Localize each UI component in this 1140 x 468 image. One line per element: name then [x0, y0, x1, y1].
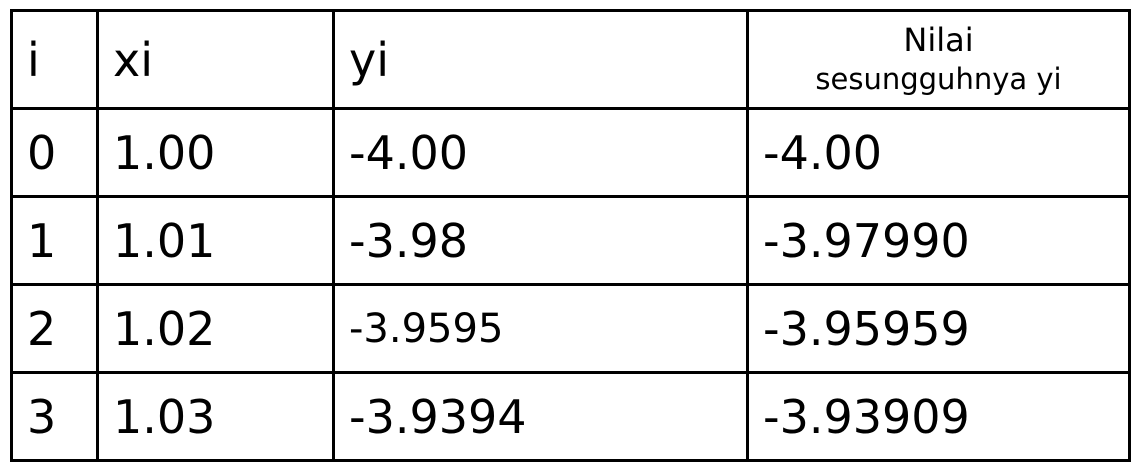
table-row: 1 1.01 -3.98 -3.97990 [10, 195, 1131, 286]
header-xi: xi [96, 9, 335, 110]
cell-yi: -3.9595 [332, 283, 749, 374]
cell-xi: 1.02 [96, 283, 335, 374]
cell-yi: -4.00 [332, 107, 749, 198]
cell-i: 0 [10, 107, 99, 198]
header-i: i [10, 9, 99, 110]
cell-xi: 1.00 [96, 107, 335, 198]
header-actual-yi: Nilai sesungguhnya yi [746, 9, 1131, 110]
data-table: i xi yi Nilai sesungguhnya yi 0 1.00 -4.… [10, 9, 1131, 462]
cell-i: 3 [10, 371, 99, 462]
cell-yi: -3.9394 [332, 371, 749, 462]
cell-yi: -3.98 [332, 195, 749, 286]
cell-actual: -4.00 [746, 107, 1131, 198]
header-actual-line2: sesungguhnya yi [815, 62, 1062, 97]
table-header-row: i xi yi Nilai sesungguhnya yi [10, 9, 1131, 110]
cell-i: 1 [10, 195, 99, 286]
table-row: 3 1.03 -3.9394 -3.93909 [10, 371, 1131, 462]
cell-actual: -3.93909 [746, 371, 1131, 462]
table-row: 2 1.02 -3.9595 -3.95959 [10, 283, 1131, 374]
header-yi: yi [332, 9, 749, 110]
header-actual-line1: Nilai [903, 20, 974, 59]
cell-i: 2 [10, 283, 99, 374]
cell-xi: 1.03 [96, 371, 335, 462]
table-row: 0 1.00 -4.00 -4.00 [10, 107, 1131, 198]
cell-actual: -3.97990 [746, 195, 1131, 286]
cell-xi: 1.01 [96, 195, 335, 286]
cell-actual: -3.95959 [746, 283, 1131, 374]
